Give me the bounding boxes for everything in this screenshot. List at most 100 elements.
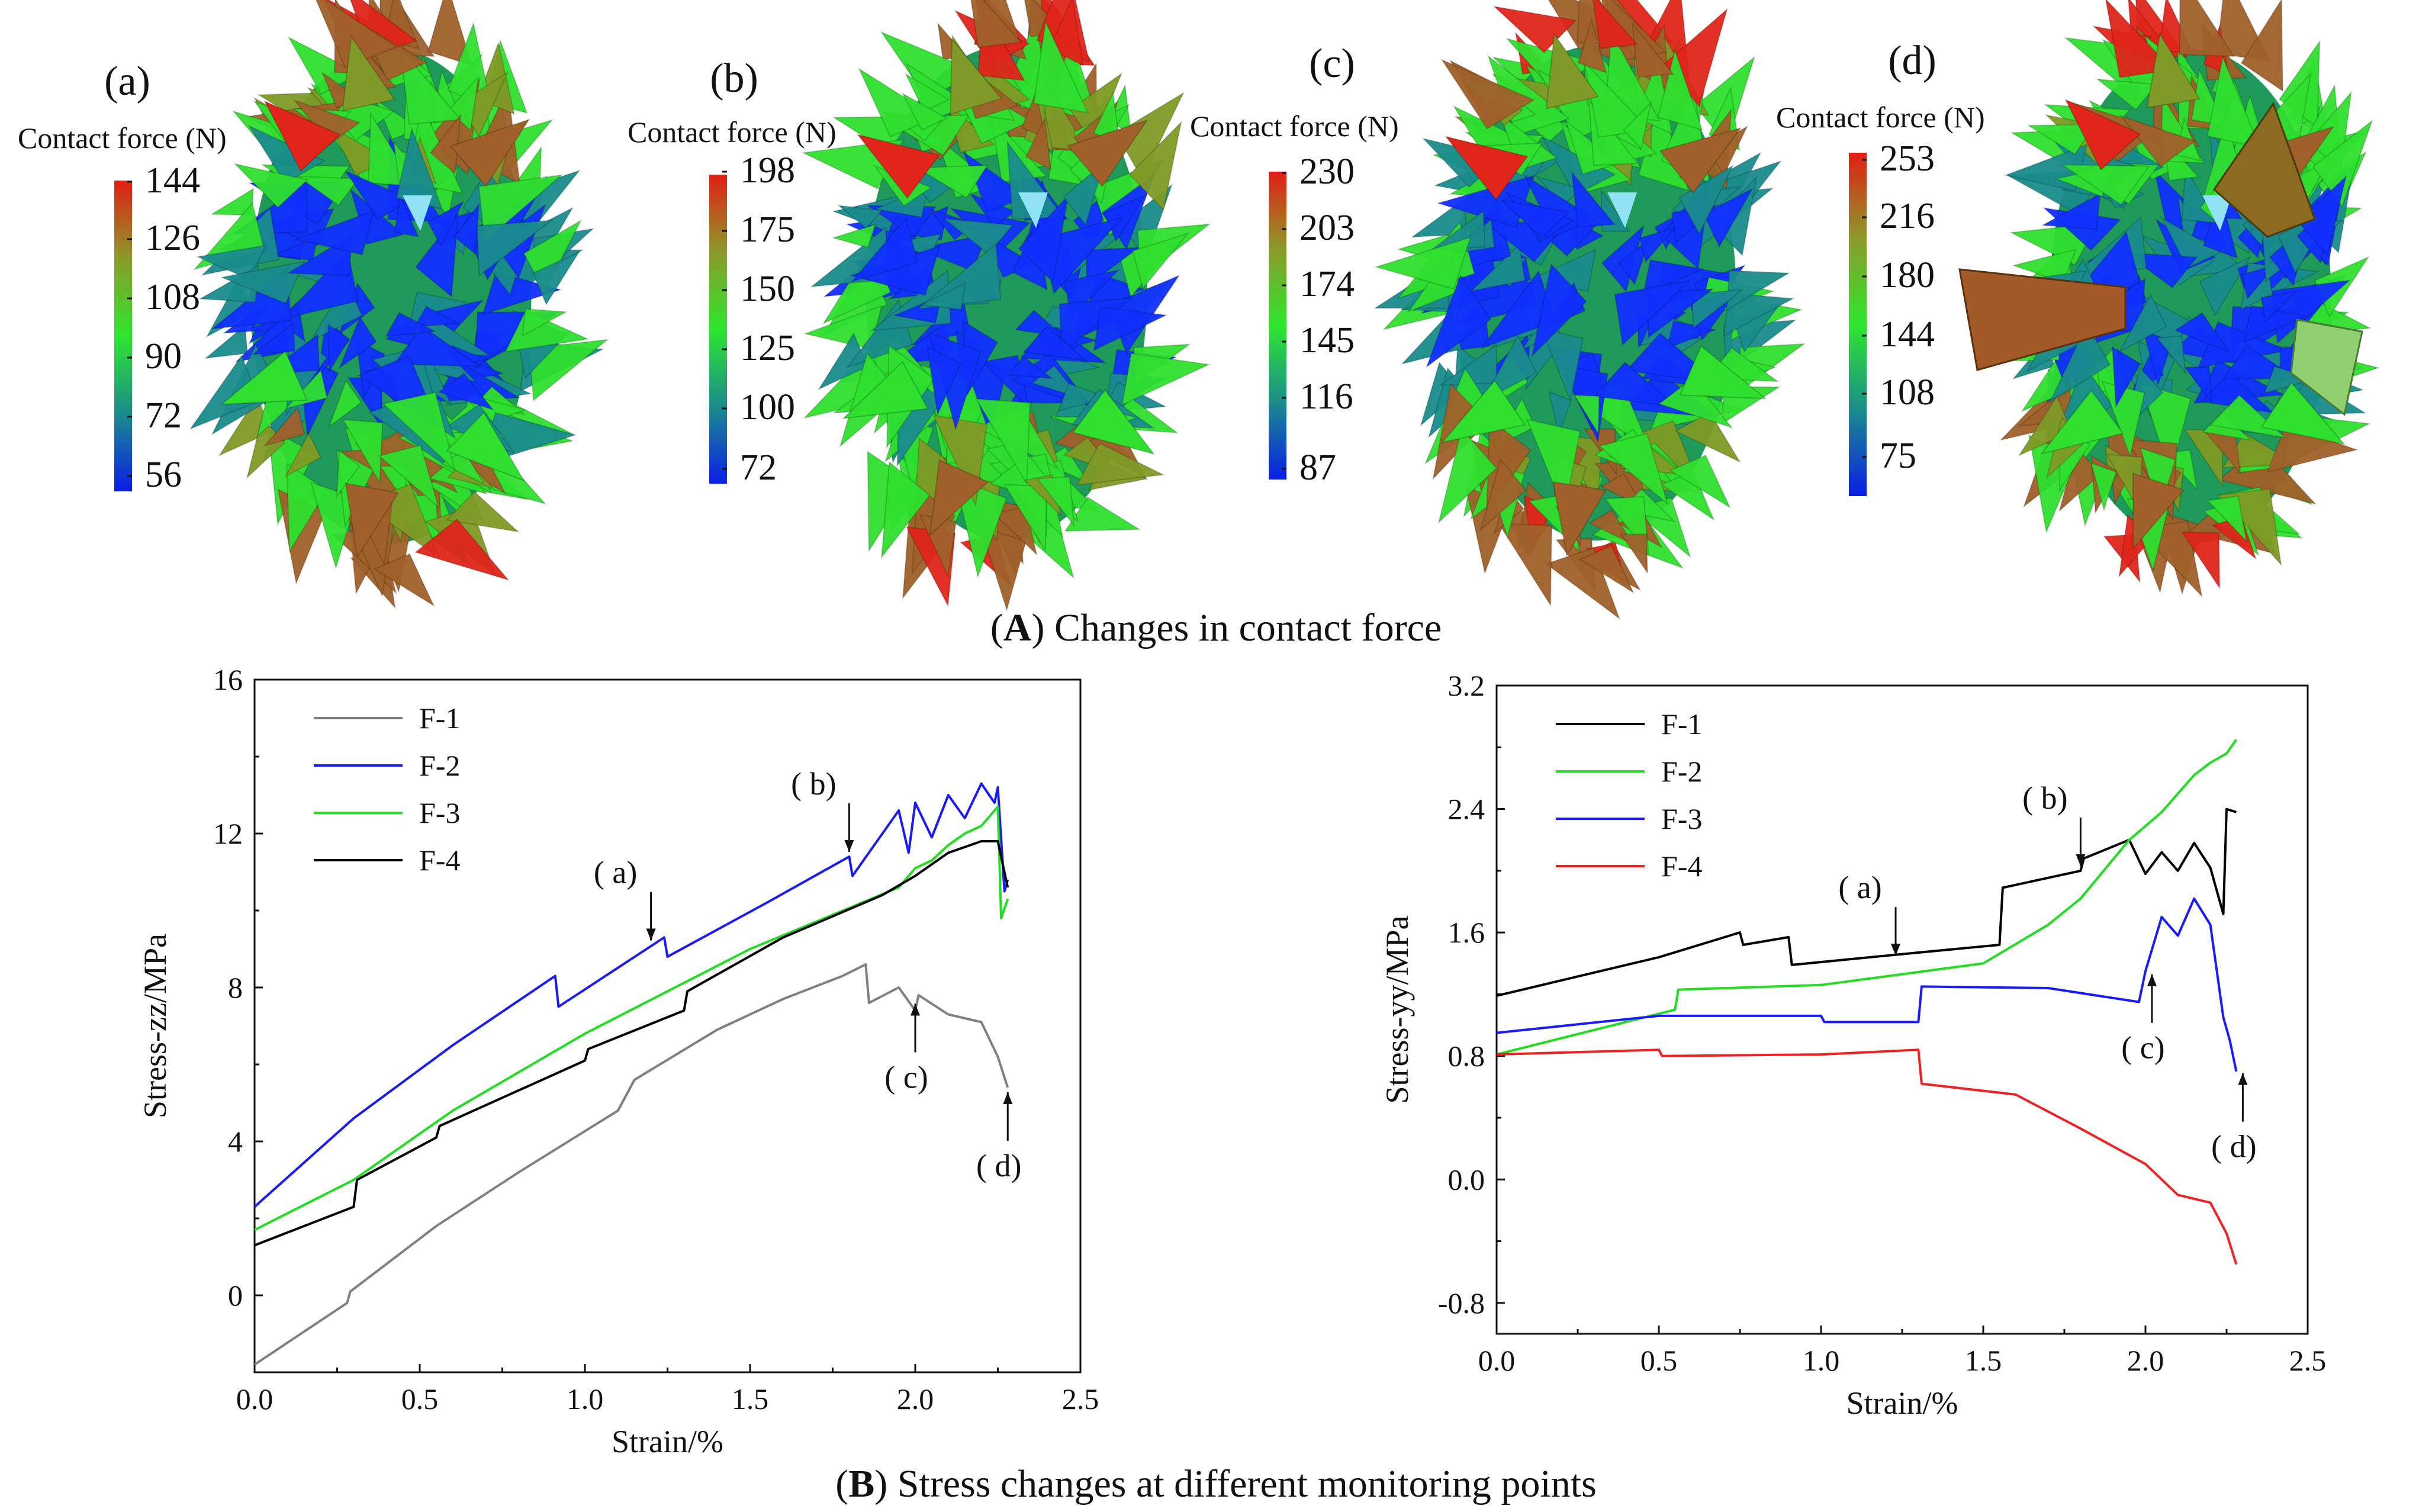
contact-spike — [929, 459, 989, 537]
chart-stress-yy: 0.0 0.5 1.0 1.5 2.0 2.5 -0.8 0.0 0.8 1.6 2.4 3.2 Str… — [1379, 669, 2326, 1421]
x-tick-label: 0.0 — [236, 1382, 274, 1416]
series-line-f-3 — [254, 805, 1009, 1231]
contact-facet — [1440, 58, 1536, 130]
x-tick-label: 0.5 — [1640, 1344, 1678, 1377]
contact-facet — [1093, 306, 1168, 352]
contact-facet — [1498, 112, 1558, 170]
annotation-label: ( d) — [2211, 1129, 2256, 1164]
contact-facet — [2206, 54, 2261, 149]
y-tick-label: 0.0 — [1448, 1163, 1485, 1196]
contact-facet — [880, 461, 931, 559]
contact-facet — [1573, 394, 1600, 436]
x-tick-label: 2.0 — [2127, 1344, 2164, 1377]
x-tick-label: 2.0 — [897, 1382, 934, 1416]
contact-facet — [414, 210, 459, 298]
contact-facet — [2020, 359, 2069, 413]
y-tick-label: 0 — [228, 1279, 243, 1312]
colorbar — [709, 175, 727, 484]
contact-facet — [1115, 91, 1185, 181]
series-line-f-1 — [253, 963, 1009, 1366]
colorbar-tick-label: 144 — [1880, 314, 1935, 355]
colorbar-tick-label: 108 — [1880, 372, 1935, 413]
contact-facet — [2118, 293, 2167, 353]
contact-facet — [1437, 427, 1498, 525]
panel-label: (d) — [1888, 38, 1936, 83]
contact-force-cluster — [188, 0, 610, 610]
legend-label: F-4 — [419, 844, 460, 877]
contact-facet — [1021, 90, 1047, 139]
contact-facet — [1121, 352, 1211, 406]
contact-facet — [2095, 78, 2158, 111]
contact-facet — [414, 518, 510, 581]
legend-label: F-2 — [419, 749, 460, 782]
contact-facet — [1598, 433, 1669, 506]
contact-facet — [979, 526, 1027, 612]
annotation-arrowhead — [2238, 1073, 2248, 1085]
contact-facet — [1678, 164, 1735, 236]
colorbar-title: Contact force (N) — [628, 115, 837, 149]
contact-facet — [926, 346, 962, 417]
contact-spike — [1066, 119, 1149, 188]
contact-facet — [336, 449, 361, 499]
contact-spike — [1545, 32, 1600, 110]
caption-a: (A) Changes in contact force — [990, 606, 1442, 649]
contact-facet — [284, 432, 322, 478]
panel-label: (b) — [710, 56, 758, 101]
contact-facet — [2018, 395, 2073, 457]
annotation-arrowhead — [646, 928, 656, 941]
contact-facet — [528, 339, 610, 402]
contact-facet — [2011, 248, 2077, 284]
colorbar-tick-label: 230 — [1299, 152, 1355, 192]
contact-facet — [246, 416, 285, 480]
panel-3: (c) Contact force (N) 230 203 174 145 116 87 — [1190, 0, 1806, 620]
annotation-label: ( c) — [884, 1060, 928, 1095]
contact-facet — [1033, 20, 1089, 114]
y-tick-label: 12 — [213, 817, 243, 850]
colorbar-tick-label: 125 — [740, 328, 795, 368]
y-axis-label: Stress-yy/MPa — [1379, 915, 1415, 1104]
colorbar-title: Contact force (N) — [18, 121, 227, 155]
colorbar-tick-label: 100 — [740, 387, 795, 427]
y-tick-label: 4 — [228, 1125, 243, 1158]
contact-facet — [1531, 263, 1587, 358]
contact-facet — [1373, 236, 1472, 290]
contact-facet — [210, 187, 254, 216]
contact-spike — [2260, 381, 2346, 445]
contact-facet — [1036, 476, 1075, 527]
colorbar-tick-label: 203 — [1299, 208, 1355, 248]
y-tick-label: 8 — [228, 971, 243, 1004]
contact-facet — [2240, 0, 2284, 92]
contact-facet — [1410, 197, 1467, 238]
legend-label: F-1 — [1661, 707, 1702, 741]
colorbar — [1269, 172, 1286, 480]
contact-facet — [850, 217, 919, 283]
contact-spike — [2039, 390, 2124, 455]
colorbar-tick-label: 198 — [740, 150, 795, 191]
contact-spike-large — [2290, 319, 2363, 416]
contact-facet — [2090, 462, 2117, 512]
contact-spike — [2146, 32, 2201, 109]
contact-spike — [2132, 472, 2185, 551]
x-tick-label: 2.5 — [2289, 1344, 2327, 1377]
series-line-f-2 — [253, 782, 1009, 1208]
colorbar-tick-label: 90 — [145, 336, 182, 377]
contact-facet — [1479, 458, 1527, 532]
contact-spike — [263, 100, 341, 172]
contact-facet — [195, 244, 267, 281]
colorbar-tick-label: 126 — [145, 218, 200, 258]
contact-facet — [914, 233, 989, 272]
colorbar-tick-label: 253 — [1880, 139, 1935, 179]
contact-facet — [901, 92, 948, 131]
contact-spike — [1679, 345, 1767, 400]
y-tick-label: 0.8 — [1448, 1040, 1485, 1073]
colorbar-tick-label: 72 — [740, 448, 777, 488]
contact-spike — [345, 482, 400, 559]
contact-facet — [1691, 289, 1745, 329]
x-tick-label: 1.0 — [567, 1382, 604, 1416]
colorbar-tick-label: 108 — [145, 277, 200, 317]
contact-facet — [453, 202, 480, 255]
colorbar-tick-label: 72 — [145, 395, 182, 436]
contact-facet — [1062, 160, 1105, 227]
legend-label: F-2 — [1661, 755, 1702, 788]
